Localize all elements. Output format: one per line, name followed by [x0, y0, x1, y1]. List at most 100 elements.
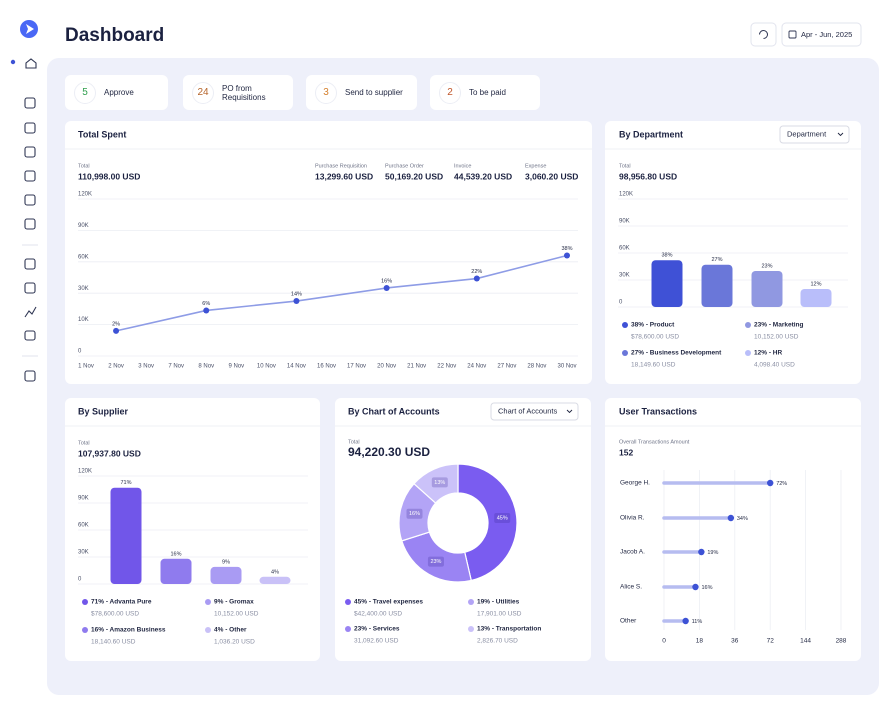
y-tick-label: 30K [78, 550, 89, 556]
y-tick-label: 90K [78, 223, 89, 229]
task-count: 24 [192, 81, 214, 104]
date-range-button[interactable] [781, 22, 862, 47]
x-tick-label: 30 Nov [557, 364, 576, 370]
y-tick-label: 10K [78, 317, 89, 323]
x-tick-label: 36 [731, 638, 739, 645]
task-card[interactable]: 2 To be paid [430, 75, 540, 110]
panel [335, 398, 591, 661]
stat-label: Purchase Requisition [315, 163, 367, 169]
stat-label: Total [78, 163, 90, 169]
stat-value: 13,299.60 USD [315, 171, 373, 181]
nav-home[interactable] [25, 58, 37, 69]
stat-value: 110,998.00 USD [78, 171, 140, 181]
y-tick-label: 30K [619, 273, 630, 279]
data-point [692, 583, 699, 591]
legend-amount: $42,400.00 USD [354, 611, 402, 618]
dropdown[interactable] [490, 402, 579, 421]
panel-title: By Department [619, 129, 683, 139]
data-point [767, 479, 774, 487]
panel-dividers [65, 148, 861, 427]
y-tick-label: Other [620, 618, 637, 625]
refresh-icon [759, 30, 768, 39]
nav-catalog[interactable] [24, 258, 36, 270]
stat-value: 50,169.20 USD [385, 171, 443, 181]
y-tick-label: 60K [619, 246, 630, 252]
slice-label-badge [427, 556, 444, 567]
legend-swatch [82, 627, 88, 633]
legend-swatch [205, 599, 211, 605]
x-tick-label: 27 Nov [497, 364, 516, 370]
legend-swatch [345, 626, 351, 632]
nav-orders[interactable] [24, 122, 36, 134]
x-tick-label: 144 [800, 638, 811, 645]
legend-amount: 2,826.70 USD [477, 638, 518, 645]
point-label: 16% [381, 278, 392, 284]
nav-settings[interactable] [24, 370, 36, 382]
x-tick-label: 0 [662, 638, 666, 645]
stat-label: Invoice [454, 163, 471, 169]
bar [701, 264, 733, 307]
legend-amount: 18,140.60 USD [91, 639, 136, 646]
x-tick-label: 9 Nov [228, 364, 244, 370]
slice-label-badge [406, 508, 423, 519]
donut-slice [457, 463, 518, 582]
legend-swatch [82, 599, 88, 605]
stat-value: 98,956.80 USD [619, 171, 677, 181]
data-point [383, 284, 390, 291]
stat-label: Overall Transactions Amount [619, 439, 690, 445]
legend-label: 9% - Gromax [214, 599, 254, 606]
panel-title: By Supplier [78, 406, 129, 416]
bar-label: 27% [711, 257, 722, 263]
y-tick-label: 90K [78, 496, 89, 502]
nav-shipping[interactable] [24, 330, 36, 341]
x-tick-label: 18 [696, 638, 704, 645]
point-label: 22% [471, 269, 482, 275]
point-label: 2% [112, 321, 120, 327]
value-label: 11% [692, 619, 703, 625]
legend-amount: 1,036.20 USD [214, 639, 255, 646]
refresh-button[interactable] [750, 22, 777, 47]
nav-suppliers[interactable] [24, 146, 36, 158]
nav-payments[interactable] [24, 218, 36, 230]
slice-label: 45% [497, 515, 508, 521]
panel [605, 398, 861, 661]
y-tick-label: 90K [619, 219, 630, 225]
y-tick-label: 120K [78, 469, 92, 475]
nav-invoices[interactable] [24, 194, 36, 206]
dropdown[interactable] [779, 125, 850, 144]
bar [160, 558, 192, 584]
nav-requisitions[interactable] [24, 97, 36, 109]
task-card[interactable]: 3 Send to supplier [306, 75, 417, 110]
y-tick-label: 30K [78, 286, 89, 292]
x-tick-label: 288 [836, 638, 847, 645]
legend-swatch [622, 322, 628, 328]
x-tick-label: 14 Nov [287, 364, 306, 370]
legend-swatch [468, 599, 474, 605]
data-point [293, 298, 300, 305]
task-card[interactable]: 24 PO from Requisitions [183, 75, 293, 110]
stat-value: 152 [619, 447, 633, 457]
task-card[interactable]: 5 Approve [65, 75, 168, 110]
nav-reports[interactable] [24, 306, 37, 318]
active-indicator [10, 59, 16, 65]
page-title: Dashboard [65, 25, 164, 46]
legend-swatch [345, 599, 351, 605]
legend-swatch [205, 627, 211, 633]
stat-label: Total [348, 439, 360, 445]
panel-title: Total Spent [78, 129, 126, 139]
logo-mark [26, 24, 34, 34]
slice-label: 13% [434, 480, 445, 486]
x-tick-label: 22 Nov [437, 364, 456, 370]
nav-budget[interactable] [24, 282, 36, 294]
task-count: 5 [74, 81, 96, 104]
stat-value: 3,060.20 USD [525, 171, 578, 181]
point-label: 38% [561, 246, 572, 252]
nav-tasks[interactable] [24, 170, 36, 182]
x-tick-label: 72 [767, 638, 775, 645]
dropdown-label: Chart of Accounts [498, 406, 557, 415]
legend-amount: $78,600.00 USD [631, 334, 679, 341]
point-label: 14% [291, 292, 302, 298]
data-point [698, 548, 705, 556]
slice-label: 23% [430, 559, 441, 565]
